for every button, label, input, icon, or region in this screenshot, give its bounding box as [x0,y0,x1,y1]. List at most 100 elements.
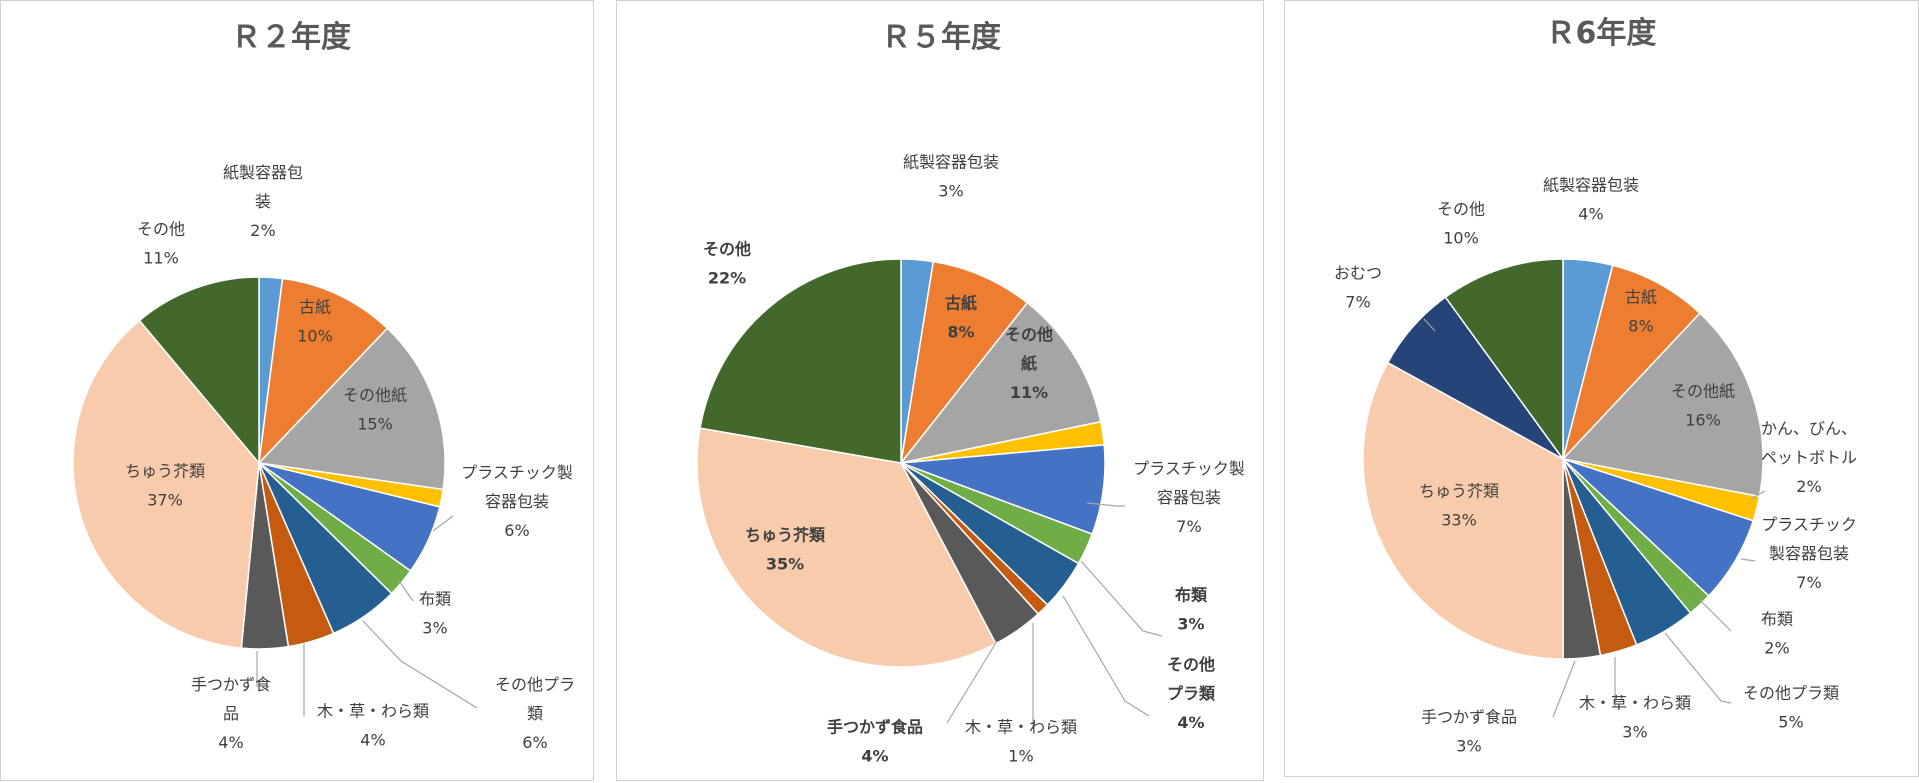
data-label-text: 類 [527,704,543,723]
data-label-pct: 11% [1010,383,1048,402]
data-label-text: 木・草・わら類 [317,702,429,721]
leader-line-other_plastic [1062,595,1150,717]
leader-line-other_plastic [1664,632,1732,704]
data-label-pct: 7% [1176,517,1201,536]
data-label-other_plastic: その他プラ類 5% [1743,684,1839,732]
data-label-pct: 3% [422,619,447,638]
data-label-pct: 22% [708,269,746,288]
leader-line-untouched_food [1552,660,1576,718]
data-label-text: 木・草・わら類 [965,718,1077,737]
data-label-text: 紙製容器包装 [903,153,999,172]
pie-slice-other_paper [899,301,1102,465]
leader-line-untouched_food [946,640,998,724]
data-label-other: その他 10% [1437,200,1485,248]
data-label-untouched_food: 手つかず食品 3% [1421,708,1517,756]
data-label-text: 紙 [1021,354,1037,373]
data-label-text: その他 [1005,325,1053,344]
data-label-pct: 10% [297,327,333,346]
data-label-pct: 7% [1796,573,1821,592]
data-label-other_plastic: その他プラ類 4% [1167,655,1216,732]
data-label-text: 品 [223,704,239,723]
data-label-text: プラスチック製 [461,463,573,482]
data-label-pct: 4% [1177,713,1204,732]
data-label-pct: 8% [1628,317,1653,336]
data-label-text: ちゅう芥類 [125,462,205,481]
chart-panel-r6: Ｒ6年度 紙製容器包装 4% 古紙 8% その他紙 16% かん、びん、 ペットボトル 2% プラス… [1284,0,1919,777]
data-label-old_paper: 古紙 8% [945,294,977,342]
data-label-pct: 3% [1177,615,1204,634]
pie-slice-other_paper [257,327,446,491]
chart-panel-r2: Ｒ２年度 紙製容器包装 2% 古紙 10% その他紙 15% プラスチック製 容器包装 6% 布類 3… [0,0,594,781]
data-label-pct: 15% [357,415,393,434]
data-label-text: プラ類 [1167,684,1216,703]
data-label-other_paper: その他紙 15% [343,386,407,434]
data-label-text: 布類 [419,590,451,609]
data-label-kitchen: ちゅう芥類 37% [125,462,205,510]
data-label-other_paper: その他紙 11% [1005,325,1053,402]
data-label-old_paper: 古紙 10% [297,298,333,346]
data-label-text: その他プラ類 [1743,684,1839,703]
leader-line-other_plastic [362,620,478,709]
chart-panel-r5: Ｒ５年度 紙製容器包装 3% 古紙 8% その他紙 11% プラスチック製 容器包装 7% 布類 3%… [616,0,1264,781]
data-label-pct: 3% [1622,723,1647,742]
data-label-other: その他 11% [137,220,185,268]
data-label-text: 木・草・わら類 [1579,694,1691,713]
leader-line-plastic_pack [1086,502,1125,507]
data-label-text: かん、びん、 [1761,419,1857,438]
data-label-text: その他 [137,220,185,239]
data-label-text: 紙製容器包 [223,163,303,182]
data-label-pct: 37% [147,491,183,510]
leader-line-cans_bottles [1750,490,1766,500]
data-label-pct: 2% [250,221,275,240]
data-label-pct: 4% [861,747,888,766]
data-label-untouched_food: 手つかず食品 4% [191,675,271,752]
data-label-text: 布類 [1175,586,1208,605]
data-label-text: おむつ [1334,264,1382,283]
data-label-wood_grass: 木・草・わら類 3% [1579,694,1691,742]
data-label-text: その他紙 [343,386,407,405]
leader-line-plastic_pack [1740,558,1756,562]
data-label-cloth: 布類 3% [1175,586,1208,634]
data-label-text: 容器包装 [1157,488,1221,507]
data-label-cloth: 布類 2% [1761,610,1793,658]
data-label-pct: 6% [522,733,547,752]
data-label-text: プラスチック製 [1133,459,1245,478]
pie-slice-other_paper [1561,312,1764,498]
pie-slice-kitchen [696,427,997,668]
data-label-pct: 5% [1778,713,1803,732]
data-label-text: その他 [1437,200,1485,219]
chart-title: Ｒ6年度 [1546,16,1657,51]
data-label-pct: 4% [1578,205,1603,224]
data-label-pct: 4% [218,733,243,752]
data-label-pct: 2% [1764,639,1789,658]
pie-slice-old_paper [1562,264,1701,460]
data-label-pct: 10% [1443,229,1479,248]
pie-slice-kitchen [72,319,260,649]
data-label-pct: 2% [1796,477,1821,496]
data-label-other_paper: その他紙 16% [1671,382,1735,430]
data-label-paper_pack: 紙製容器包装 4% [1543,176,1639,224]
leader-line-diaper [1423,318,1436,332]
data-label-text: その他プラ [495,675,575,694]
data-label-diaper: おむつ 7% [1334,264,1382,312]
data-label-wood_grass: 木・草・わら類 4% [317,702,429,750]
data-label-text: 紙製容器包装 [1543,176,1639,195]
data-label-paper_pack: 紙製容器包装 2% [223,163,303,240]
data-label-old_paper: 古紙 8% [1625,288,1657,336]
chart-title: Ｒ２年度 [231,20,351,55]
data-label-text: その他紙 [1671,382,1735,401]
leader-line-cloth [1698,598,1732,632]
pie-slice-other [1444,258,1564,462]
data-label-pct: 16% [1685,411,1721,430]
pie-slice-other [699,258,902,464]
data-label-pct: 35% [766,555,804,574]
data-label-cloth: 布類 3% [419,590,451,638]
data-label-text: 手つかず食品 [827,718,923,737]
pie-slice-kitchen [1362,361,1564,660]
data-label-text: 古紙 [299,298,331,317]
data-label-wood_grass: 木・草・わら類 1% [965,718,1077,766]
data-label-other_plastic: その他プラ類 6% [495,675,575,752]
